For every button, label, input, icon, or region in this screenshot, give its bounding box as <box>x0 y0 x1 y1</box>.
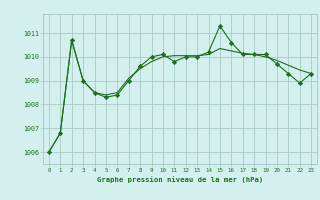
X-axis label: Graphe pression niveau de la mer (hPa): Graphe pression niveau de la mer (hPa) <box>97 176 263 183</box>
